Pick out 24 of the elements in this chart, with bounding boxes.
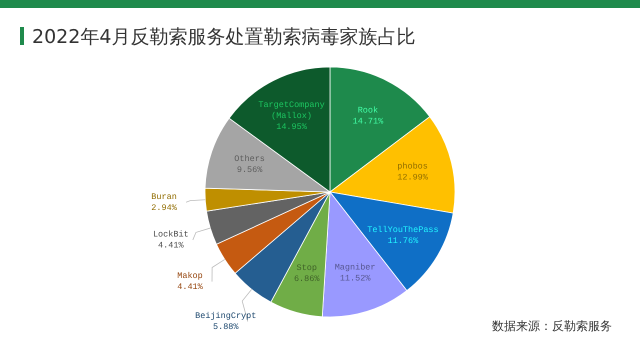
chart-title: 2022年4月反勒索服务处置勒索病毒家族占比: [32, 26, 416, 48]
source-note: 数据来源：反勒索服务: [492, 319, 612, 333]
slice-label: Rook: [358, 106, 378, 116]
slice-label: Magniber: [334, 262, 376, 273]
data-label: 14.71%: [352, 116, 384, 127]
data-label: 12.99%: [397, 172, 429, 183]
data-label: 2.94%: [151, 203, 178, 214]
slice-label: TellYouThePass: [367, 225, 439, 236]
data-label: 6.86%: [294, 274, 320, 284]
data-label: 11.76%: [388, 236, 420, 246]
data-label: 11.52%: [340, 274, 372, 284]
data-label: 14.95%: [276, 122, 308, 132]
data-label: 4.41%: [177, 282, 204, 292]
data-label: 9.56%: [236, 165, 264, 176]
slice-label: TargetCompany (Mallox): [258, 100, 325, 122]
slice-label: LockBit: [152, 230, 189, 240]
slice-label: BeijingCrypt: [195, 311, 256, 322]
slice-label: Stop: [296, 264, 317, 274]
data-label: 4.41%: [158, 240, 184, 251]
data-label: 5.88%: [213, 322, 240, 332]
slice-label: phobos: [397, 162, 428, 172]
slice-label: Others: [234, 154, 265, 164]
slice-label: Makop: [177, 271, 203, 282]
slice-label: Buran: [151, 192, 177, 202]
